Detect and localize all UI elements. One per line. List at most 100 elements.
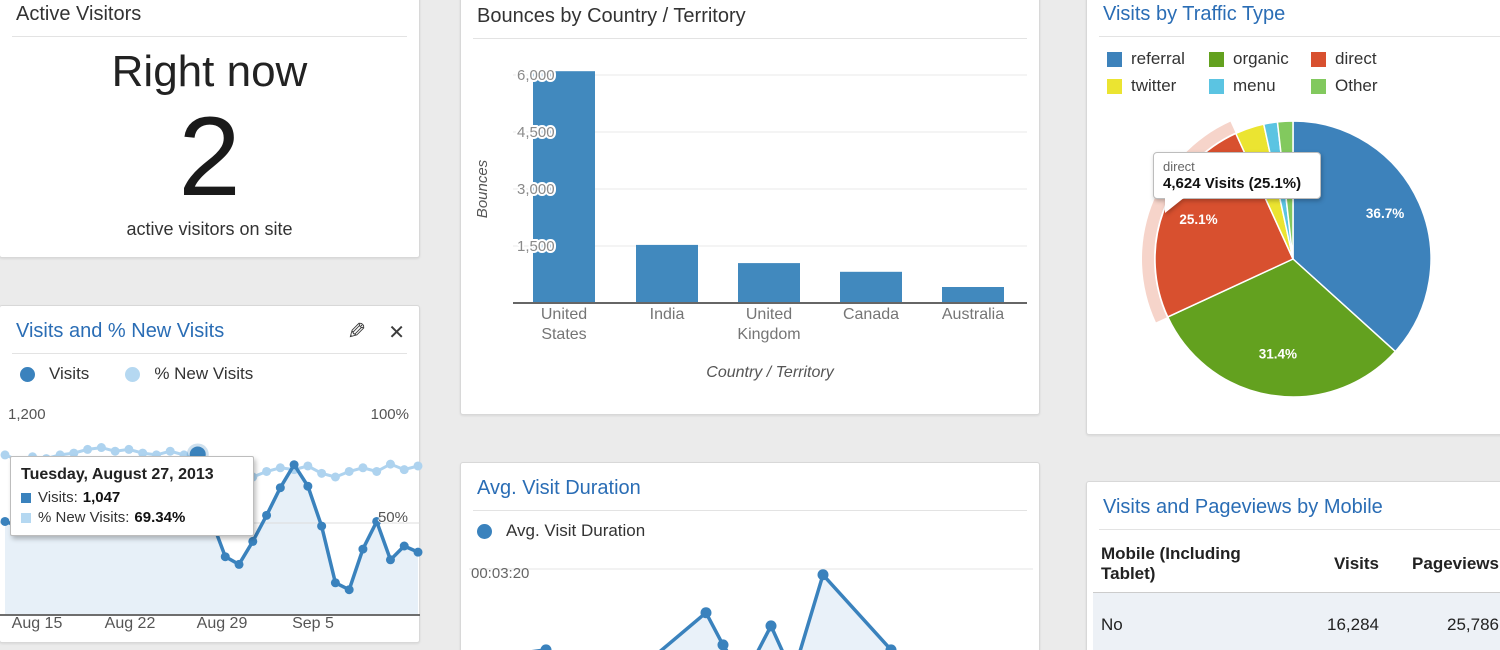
menu-swatch: [1209, 78, 1224, 94]
card-active-visitors: Active Visitors Right now 2 active visit…: [0, 0, 420, 258]
x-tick: Aug 22: [104, 615, 156, 632]
legend-item-other: Other: [1311, 76, 1421, 96]
x-tick: Aug 29: [196, 615, 248, 632]
pie-tooltip: direct 4,624 Visits (25.1%): [1153, 152, 1321, 213]
legend-label: Visits: [49, 364, 90, 383]
duration-legend: Avg. Visit Duration: [461, 511, 1039, 541]
legend-label: referral: [1131, 49, 1185, 68]
visits-series-dot: [20, 366, 35, 382]
divider: [473, 510, 1027, 511]
duration-series-dot: [477, 523, 492, 539]
new-visits-series-dot: [125, 366, 141, 382]
active-visitor-count: 2: [178, 94, 241, 219]
y-right-mid: 50%: [377, 509, 408, 526]
table-header-row: Mobile (Including Tablet) Visits Pagevie…: [1093, 536, 1500, 593]
svg-text:Australia: Australia: [942, 306, 1004, 323]
card-traffic-type: Visits by Traffic Type referral organic …: [1086, 0, 1500, 435]
table-row: No 16,284 25,786: [1093, 593, 1500, 650]
new-visits-swatch: [21, 512, 31, 523]
active-visitors-title: Active Visitors: [16, 3, 142, 25]
twitter-swatch: [1107, 78, 1122, 94]
traffic-type-title[interactable]: Visits by Traffic Type: [1103, 3, 1286, 25]
legend-label: % New Visits: [154, 364, 254, 383]
visits-legend: Visits % New Visits: [0, 354, 419, 384]
svg-text:1,500: 1,500: [517, 238, 555, 255]
mobile-title[interactable]: Visits and Pageviews by Mobile: [1103, 496, 1383, 518]
svg-text:31.4%: 31.4%: [1259, 347, 1297, 362]
legend-item-menu: menu: [1209, 76, 1311, 96]
legend-label: twitter: [1131, 76, 1177, 95]
tooltip-label: % New Visits:: [38, 509, 130, 526]
col-header-mobile: Mobile (Including Tablet): [1101, 544, 1241, 583]
legend-label: Avg. Visit Duration: [506, 521, 646, 540]
card-bounces: Bounces by Country / Territory 1,500 3,00…: [460, 0, 1040, 415]
legend-label: Other: [1335, 76, 1378, 95]
col-header-pageviews: Pageviews: [1412, 554, 1499, 573]
legend-item-organic: organic: [1209, 49, 1311, 69]
legend-item-visits: Visits: [20, 364, 89, 384]
tooltip-date: Tuesday, August 27, 2013: [21, 466, 214, 483]
divider: [12, 36, 407, 37]
tooltip-row-visits: Visits: 1,047: [21, 489, 243, 506]
duration-line-chart[interactable]: [461, 559, 1041, 650]
svg-text:Country / Territory: Country / Territory: [706, 364, 834, 381]
svg-text:3,000: 3,000: [517, 181, 555, 198]
svg-text:6,000: 6,000: [517, 67, 555, 84]
cell-mobile: No: [1101, 615, 1123, 634]
divider: [12, 353, 407, 354]
legend-item-referral: referral: [1107, 49, 1209, 69]
other-swatch: [1311, 78, 1326, 94]
divider: [473, 38, 1027, 39]
tooltip-row-new-visits: % New Visits: 69.34%: [21, 509, 243, 526]
duration-y-tick: 00:03:20: [471, 565, 530, 582]
cell-pageviews: 25,786: [1447, 615, 1499, 634]
visits-card-title[interactable]: Visits and % New Visits: [16, 320, 225, 342]
right-now-label: Right now: [111, 47, 308, 96]
legend-label: organic: [1233, 49, 1289, 68]
organic-swatch: [1209, 51, 1224, 67]
svg-text:Canada: Canada: [843, 306, 899, 323]
card-mobile: Visits and Pageviews by Mobile Mobile (I…: [1086, 481, 1500, 650]
col-header-visits: Visits: [1333, 554, 1379, 573]
legend-label: direct: [1335, 49, 1377, 68]
y-right-max: 100%: [370, 406, 409, 423]
legend-item-twitter: twitter: [1107, 76, 1209, 96]
tooltip-label: Visits:: [38, 489, 78, 506]
close-icon[interactable]: ✕: [388, 322, 405, 344]
traffic-pie-chart[interactable]: 36.7% 31.4% 25.1%: [1087, 89, 1500, 429]
legend-item-new-visits: % New Visits: [125, 364, 253, 384]
pie-tooltip-label: direct: [1163, 159, 1195, 174]
visits-swatch: [21, 492, 31, 503]
referral-swatch: [1107, 51, 1122, 67]
svg-text:India: India: [650, 306, 685, 323]
tooltip-value: 1,047: [82, 489, 121, 506]
divider: [1099, 529, 1500, 530]
direct-swatch: [1311, 51, 1326, 67]
svg-text:36.7%: 36.7%: [1366, 206, 1404, 221]
cell-visits: 16,284: [1327, 615, 1379, 634]
card-visits-new-visits: Visits and % New Visits ✎ ✕ Visits % New…: [0, 305, 423, 643]
card-avg-duration: Avg. Visit Duration Avg. Visit Duration …: [460, 462, 1040, 650]
legend-item-duration: Avg. Visit Duration: [477, 521, 645, 541]
pie-tooltip-value: 4,624 Visits (25.1%): [1163, 175, 1302, 192]
x-tick: Sep 5: [292, 615, 334, 632]
tooltip-value: 69.34%: [134, 509, 186, 526]
mobile-table: Mobile (Including Tablet) Visits Pagevie…: [1093, 536, 1500, 650]
divider: [1099, 36, 1500, 37]
svg-text:Bounces: Bounces: [474, 159, 491, 218]
legend-label: menu: [1233, 76, 1276, 95]
svg-text:4,500: 4,500: [517, 124, 555, 141]
legend-item-direct: direct: [1311, 49, 1421, 69]
bounces-title: Bounces by Country / Territory: [477, 5, 746, 27]
active-visitors-subtitle: active visitors on site: [126, 219, 293, 239]
avg-duration-title[interactable]: Avg. Visit Duration: [477, 477, 641, 499]
traffic-legend: referral organic direct twitter menu Oth…: [1107, 49, 1500, 96]
x-tick: Aug 15: [11, 615, 63, 632]
edit-icon[interactable]: ✎: [346, 318, 366, 344]
y-left-max: 1,200: [8, 406, 46, 423]
chart-tooltip: Tuesday, August 27, 2013 Visits: 1,047 %…: [10, 456, 254, 536]
bounces-bar-chart[interactable]: 1,500 3,000 4,500 6,000 United States India Uni…: [461, 49, 1041, 394]
